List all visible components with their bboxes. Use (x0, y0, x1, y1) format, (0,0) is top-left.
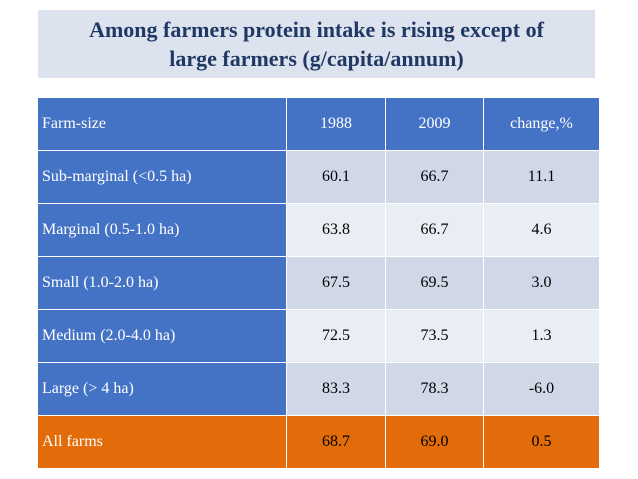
value-2009-cell: 69.5 (385, 256, 484, 310)
farm-size-cell: Sub-marginal (<0.5 ha) (37, 150, 287, 204)
value-1988-cell: 72.5 (286, 309, 386, 363)
protein-intake-table: Farm-size 1988 2009 change,% Sub-margina… (37, 97, 600, 469)
total-1988-cell: 68.7 (286, 415, 386, 469)
table-row: Small (1.0-2.0 ha) 67.5 69.5 3.0 (37, 256, 600, 310)
title-line-1: Among farmers protein intake is rising e… (89, 17, 544, 42)
value-2009-cell: 73.5 (385, 309, 484, 363)
farm-size-cell: Large (> 4 ha) (37, 362, 287, 416)
total-change-cell: 0.5 (483, 415, 600, 469)
value-1988-cell: 83.3 (286, 362, 386, 416)
change-cell: 4.6 (483, 203, 600, 257)
slide-title: Among farmers protein intake is rising e… (75, 15, 558, 73)
value-2009-cell: 66.7 (385, 150, 484, 204)
header-2009: 2009 (385, 97, 484, 151)
farm-size-cell: Small (1.0-2.0 ha) (37, 256, 287, 310)
header-1988: 1988 (286, 97, 386, 151)
farm-size-cell: Medium (2.0-4.0 ha) (37, 309, 287, 363)
change-cell: -6.0 (483, 362, 600, 416)
total-label-cell: All farms (37, 415, 287, 469)
value-1988-cell: 63.8 (286, 203, 386, 257)
value-2009-cell: 78.3 (385, 362, 484, 416)
value-1988-cell: 60.1 (286, 150, 386, 204)
table-total-row: All farms 68.7 69.0 0.5 (37, 415, 600, 469)
header-change: change,% (483, 97, 600, 151)
table-row: Medium (2.0-4.0 ha) 72.5 73.5 1.3 (37, 309, 600, 363)
value-2009-cell: 66.7 (385, 203, 484, 257)
change-cell: 3.0 (483, 256, 600, 310)
slide-title-box: Among farmers protein intake is rising e… (38, 10, 595, 78)
table-header-row: Farm-size 1988 2009 change,% (37, 97, 600, 151)
change-cell: 1.3 (483, 309, 600, 363)
value-1988-cell: 67.5 (286, 256, 386, 310)
farm-size-cell: Marginal (0.5-1.0 ha) (37, 203, 287, 257)
total-2009-cell: 69.0 (385, 415, 484, 469)
change-cell: 11.1 (483, 150, 600, 204)
title-line-2: large farmers (g/capita/annum) (169, 46, 464, 71)
table-row: Large (> 4 ha) 83.3 78.3 -6.0 (37, 362, 600, 416)
table-row: Sub-marginal (<0.5 ha) 60.1 66.7 11.1 (37, 150, 600, 204)
table-row: Marginal (0.5-1.0 ha) 63.8 66.7 4.6 (37, 203, 600, 257)
header-farm-size: Farm-size (37, 97, 287, 151)
